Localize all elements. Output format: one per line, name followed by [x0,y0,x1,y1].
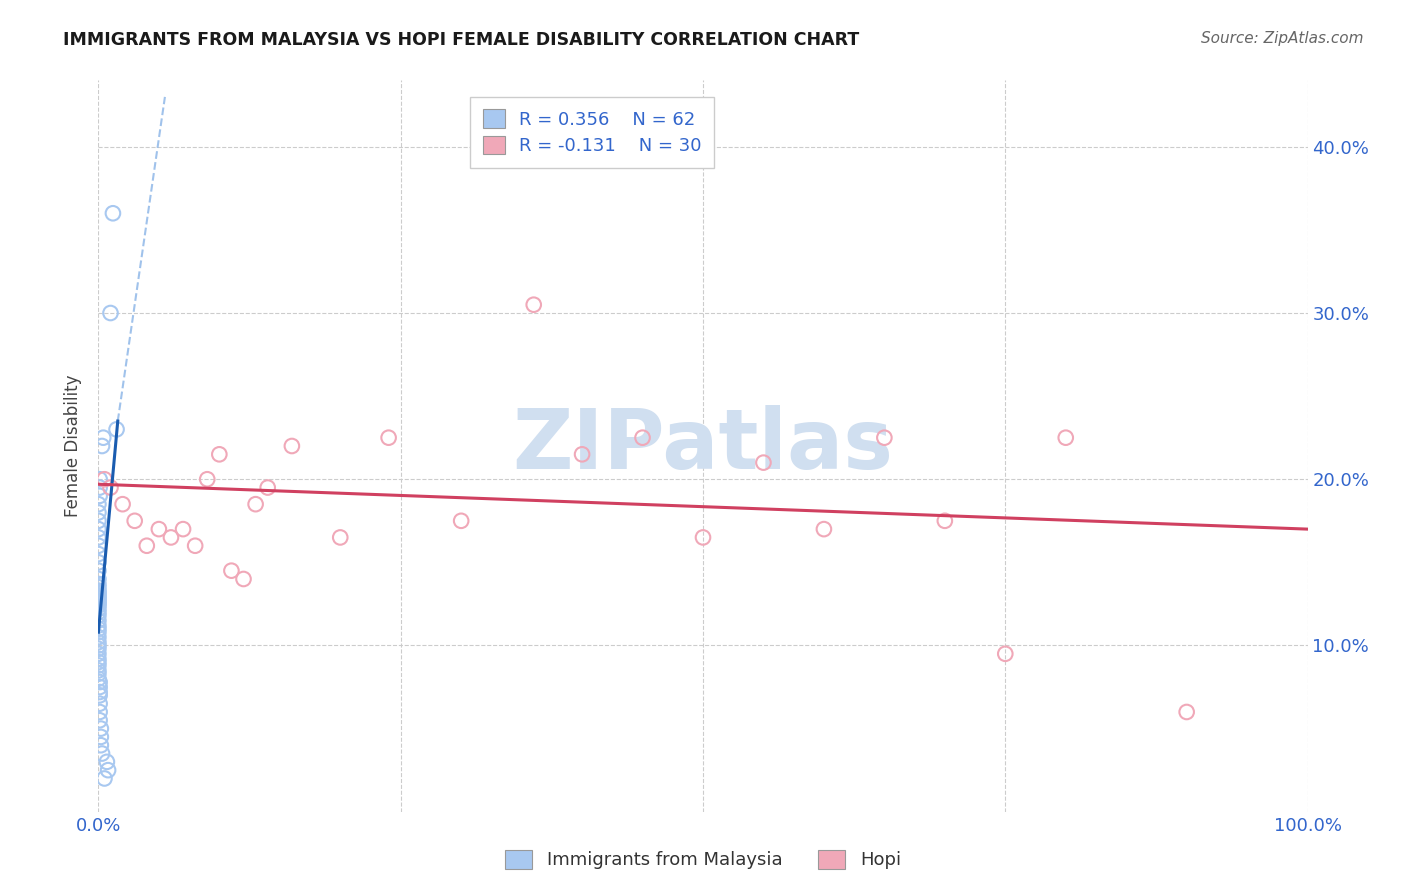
Text: ZIPatlas: ZIPatlas [513,406,893,486]
Point [124,514,146,528]
Point [87,539,110,553]
Point [87,630,110,644]
Point [87,506,110,520]
Point [87,589,110,603]
Point [87,530,110,544]
Point [89,697,111,711]
Point [87,580,110,594]
Point [329,530,352,544]
Text: IMMIGRANTS FROM MALAYSIA VS HOPI FEMALE DISABILITY CORRELATION CHART: IMMIGRANTS FROM MALAYSIA VS HOPI FEMALE … [63,31,859,49]
Point [89,489,111,503]
Point [87,618,110,632]
Point [89,680,111,694]
Point [87,572,110,586]
Point [87,622,110,636]
Point [89,685,111,699]
Point [97,763,120,777]
Point [245,497,267,511]
Point [87,655,110,669]
Point [87,666,110,681]
Point [87,585,110,599]
Point [87,652,110,666]
Point [91,747,114,761]
Point [91,439,114,453]
Point [89,714,111,728]
Point [1175,705,1198,719]
Point [87,599,110,613]
Point [90,722,112,736]
Point [87,602,110,616]
Point [87,587,110,601]
Point [87,497,110,511]
Point [89,472,111,486]
Point [87,591,110,606]
Point [87,564,110,578]
Point [90,738,112,752]
Point [87,664,110,678]
Point [87,647,110,661]
Point [450,514,472,528]
Point [87,597,110,611]
Point [89,675,111,690]
Point [813,522,835,536]
Point [148,522,170,536]
Point [87,547,110,561]
Point [135,539,157,553]
Point [692,530,714,544]
Point [87,635,110,649]
Point [87,605,110,619]
Point [873,431,896,445]
Point [96,755,118,769]
Point [87,555,110,569]
Point [752,456,775,470]
Point [221,564,243,578]
Legend: Immigrants from Malaysia, Hopi: Immigrants from Malaysia, Hopi [496,841,910,879]
Point [87,625,110,640]
Point [1054,431,1077,445]
Point [256,481,278,495]
Point [87,522,110,536]
Point [377,431,399,445]
Point [87,591,110,605]
Point [87,639,110,653]
Point [232,572,254,586]
Point [208,447,231,461]
Point [111,497,134,511]
Point [89,705,111,719]
Point [93,772,115,786]
Point [87,514,110,528]
Point [160,530,183,544]
Point [100,481,122,495]
Point [87,672,110,686]
Point [100,306,122,320]
Point [87,577,110,591]
Point [89,689,111,703]
Legend: R = 0.356    N = 62, R = -0.131    N = 30: R = 0.356 N = 62, R = -0.131 N = 30 [470,96,714,168]
Point [281,439,304,453]
Point [184,539,207,553]
Point [631,431,654,445]
Point [571,447,593,461]
Point [105,422,128,436]
Point [87,658,110,673]
Point [87,583,110,598]
Point [87,641,110,656]
Point [91,431,114,445]
Text: Source: ZipAtlas.com: Source: ZipAtlas.com [1201,31,1364,46]
Point [93,472,115,486]
Point [523,298,546,312]
Point [87,614,110,628]
Point [994,647,1017,661]
Point [172,522,194,536]
Point [934,514,956,528]
Point [195,472,218,486]
Y-axis label: Female Disability: Female Disability [65,375,83,517]
Point [89,481,111,495]
Point [101,206,124,220]
Point [87,608,110,623]
Point [87,595,110,609]
Point [90,730,112,744]
Point [87,593,110,607]
